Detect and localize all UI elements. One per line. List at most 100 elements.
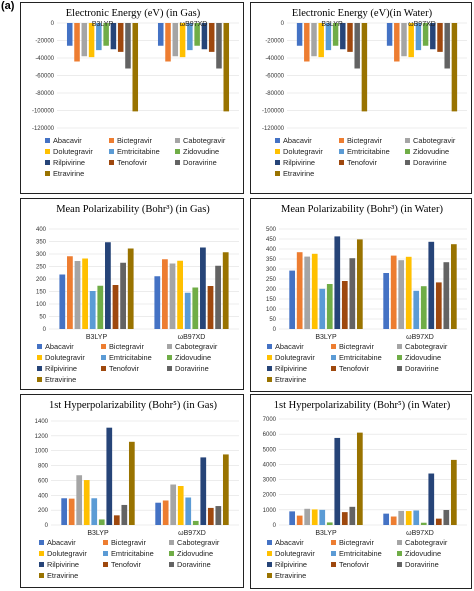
bar-tenofovir	[437, 23, 443, 52]
bar-dolutegravir	[311, 509, 318, 525]
y-tick-label: 3000	[263, 478, 277, 484]
legend-label: Tenofovir	[109, 364, 140, 373]
legend-swatch	[331, 344, 336, 349]
legend-swatch	[339, 149, 344, 154]
bar-cabotegravir	[169, 263, 176, 329]
legend-label: Rilpivirine	[275, 560, 307, 569]
legend-swatch	[175, 160, 180, 165]
legend-swatch	[275, 149, 280, 154]
legend-swatch	[45, 138, 50, 143]
bar-zidovudine	[194, 23, 200, 46]
legend-label: Emtricitabine	[109, 353, 152, 362]
legend-label: Zidovudine	[405, 353, 441, 362]
bar-zidovudine	[103, 23, 109, 46]
bar-etravirine	[128, 441, 135, 525]
y-tick-label: 300	[266, 267, 277, 273]
legend-label: Tenofovir	[347, 158, 378, 167]
bar-tenofovir	[117, 23, 124, 52]
bar-dolutegravir	[405, 511, 412, 525]
legend-swatch	[39, 562, 44, 567]
bar-abacavir	[66, 23, 73, 46]
bar-emtricitabine	[415, 23, 422, 51]
legend-swatch	[101, 366, 106, 371]
bar-emtricitabine	[185, 497, 192, 525]
legend-swatch	[405, 138, 410, 143]
bar-emtricitabine	[413, 290, 420, 329]
legend-label: Cabotegravir	[413, 136, 456, 145]
y-tick-label: -60000	[35, 74, 54, 80]
y-tick-label: 250	[36, 265, 47, 271]
bar-rilpivirine	[340, 23, 346, 50]
bar-rilpivirine	[200, 247, 206, 329]
bar-doravirine	[216, 23, 222, 69]
bar-cabotegravir	[311, 23, 317, 57]
bar-tenofovir	[207, 286, 214, 329]
bar-rilpivirine	[201, 23, 208, 50]
bar-doravirine	[443, 262, 450, 329]
chart-panel: 1st Hyperpolarizability (Bohr⁵) (in Gas)…	[20, 394, 244, 588]
bar-zidovudine	[420, 522, 427, 525]
bar-emtricitabine	[319, 509, 326, 525]
bar-abacavir	[154, 276, 161, 329]
bar-dolutegravir	[177, 260, 183, 329]
bar-zidovudine	[98, 519, 105, 525]
chart-title: Electronic Energy (eV)(in Water)	[292, 8, 433, 19]
legend-label: Emtricitabine	[339, 549, 382, 558]
legend-swatch	[275, 160, 280, 165]
legend-label: Zidovudine	[413, 147, 449, 156]
y-tick-label: 450	[266, 237, 277, 243]
legend-label: Rilpivirine	[45, 364, 77, 373]
legend-swatch	[45, 171, 50, 176]
bar-abacavir	[61, 498, 68, 525]
bar-doravirine	[349, 506, 356, 525]
bar-rilpivirine	[105, 242, 111, 329]
bar-bictegravir	[165, 23, 171, 62]
bar-dolutegravir	[405, 256, 412, 329]
legend-swatch	[169, 551, 174, 556]
legend-swatch	[267, 355, 272, 360]
bar-cabotegravir	[81, 23, 88, 57]
legend-swatch	[405, 149, 410, 154]
legend-swatch	[331, 366, 336, 371]
legend-swatch	[45, 160, 50, 165]
bar-doravirine	[125, 23, 131, 69]
legend-label: Bictegravir	[117, 136, 152, 145]
bar-etravirine	[127, 248, 134, 329]
legend-label: Dolutegravir	[275, 549, 315, 558]
bar-bictegravir	[68, 498, 75, 525]
legend-swatch	[167, 355, 172, 360]
chart-svg: Mean Polarizability (Bohr³) (in Gas) 0 50 1…	[36, 204, 239, 384]
bar-emtricitabine	[96, 23, 102, 51]
legend-swatch	[275, 171, 280, 176]
bar-zidovudine	[332, 23, 339, 46]
legend-swatch	[267, 540, 272, 545]
y-tick-label: 600	[38, 478, 49, 484]
y-tick-label: 150	[266, 297, 277, 303]
legend-label: Dolutegravir	[53, 147, 93, 156]
y-tick-label: 50	[39, 315, 46, 321]
y-tick-label: 400	[266, 247, 277, 253]
bar-abacavir	[289, 270, 296, 329]
legend-label: Doravirine	[413, 158, 447, 167]
y-tick-label: 0	[281, 21, 285, 27]
legend-swatch	[37, 344, 42, 349]
legend-swatch	[37, 355, 42, 360]
bar-emtricitabine	[187, 23, 193, 51]
legend-label: Etravirine	[283, 169, 314, 178]
bar-etravirine	[223, 23, 230, 112]
legend-label: Dolutegravir	[275, 353, 315, 362]
legend-label: Abacavir	[45, 342, 74, 351]
legend-swatch	[39, 573, 44, 578]
y-tick-label: 4000	[263, 462, 277, 468]
bar-bictegravir	[296, 252, 303, 329]
bar-cabotegravir	[304, 256, 311, 329]
y-tick-label: 500	[266, 227, 277, 233]
legend-swatch	[397, 562, 402, 567]
legend-swatch	[167, 344, 172, 349]
chart-svg: 1st Hyperpolarizability (Bohr⁵) (in Gas)…	[35, 400, 239, 580]
y-tick-label: 400	[36, 227, 47, 233]
bar-bictegravir	[74, 23, 80, 62]
bar-cabotegravir	[304, 508, 311, 525]
y-tick-label: 200	[266, 287, 277, 293]
bar-dolutegravir	[177, 486, 184, 525]
